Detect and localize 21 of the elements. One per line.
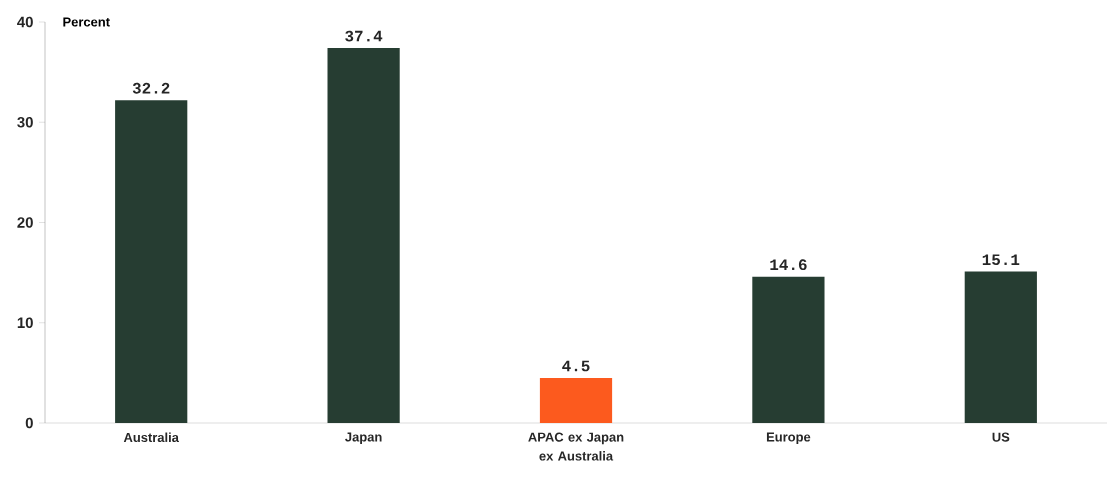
data-label: 32.2 — [132, 82, 170, 94]
x-tick-label: US — [992, 432, 1010, 442]
data-label: 14.6 — [770, 259, 807, 271]
bar — [964, 271, 1037, 423]
bar — [539, 377, 613, 423]
data-label: 15.1 — [982, 254, 1020, 266]
bar — [115, 100, 188, 423]
y-tick-label: 30 — [17, 116, 33, 128]
data-label: 4.5 — [562, 360, 590, 372]
data-label: 37.4 — [345, 30, 383, 42]
y-tick-label: 0 — [25, 417, 33, 429]
y-tick-label: 20 — [17, 217, 33, 228]
y-tick-label: 40 — [17, 16, 33, 28]
x-tick-label: Japan — [345, 432, 382, 445]
y-tick-label: 10 — [17, 317, 33, 329]
y-axis-title: Percent — [63, 17, 110, 27]
bar — [752, 276, 825, 423]
bar — [327, 48, 400, 423]
x-tick-label: Europe — [766, 432, 811, 445]
x-tick-label: Australia — [123, 432, 179, 443]
x-tick-label: APAC ex Japan ex Australia — [528, 432, 624, 461]
